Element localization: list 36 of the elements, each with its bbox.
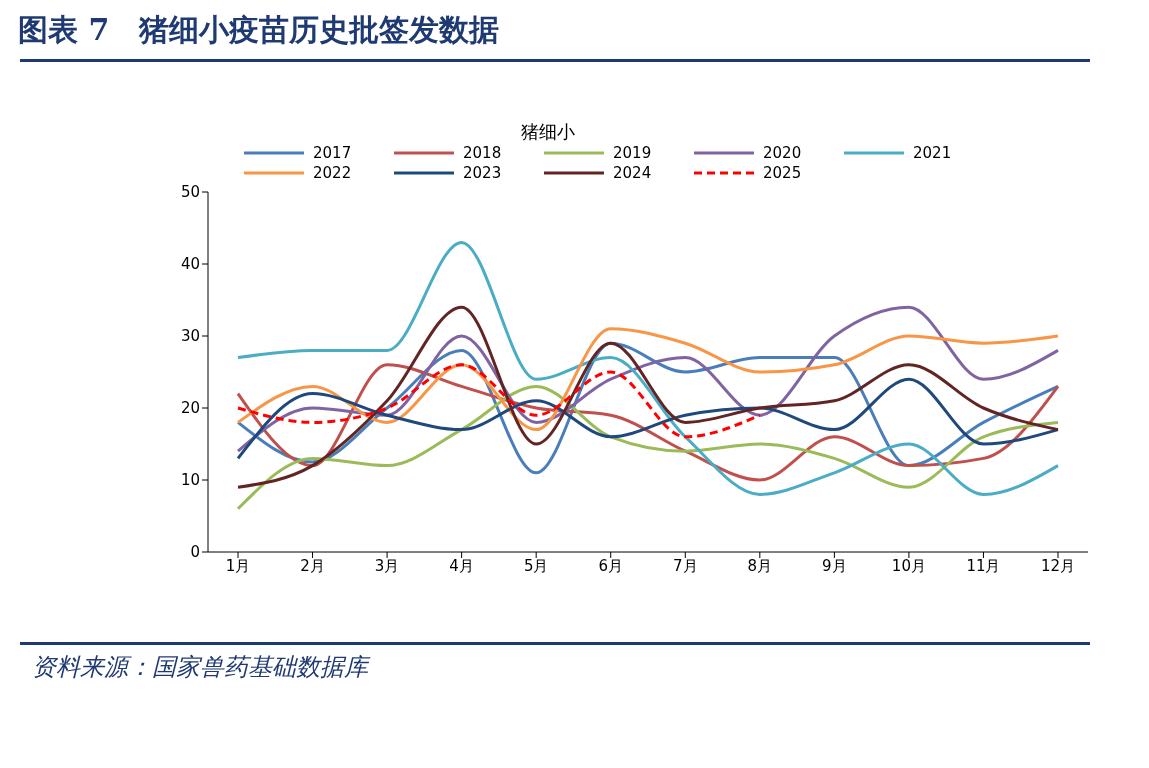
- x-tick-label: 3月: [374, 556, 400, 575]
- legend-label: 2021: [913, 144, 952, 162]
- x-tick-label: 1月: [225, 556, 251, 575]
- legend-label: 2024: [613, 164, 652, 182]
- x-tick-label: 2月: [300, 556, 325, 575]
- legend-label: 2018: [463, 144, 502, 162]
- y-tick-label: 0: [190, 543, 200, 562]
- legend-label: 2025: [763, 164, 802, 182]
- y-tick-label: 10: [180, 471, 200, 490]
- legend-label: 2022: [313, 164, 352, 182]
- x-tick-label: 6月: [598, 556, 623, 575]
- line-series: [236, 327, 1060, 432]
- x-tick-label: 9月: [822, 556, 847, 575]
- x-tick-label: 7月: [673, 556, 698, 575]
- legend-label: 2023: [463, 164, 502, 182]
- line-series: [236, 384, 1060, 511]
- x-tick-label: 8月: [747, 556, 773, 575]
- x-tick-label: 11月: [966, 556, 1001, 575]
- y-tick-label: 20: [180, 399, 200, 418]
- line-series: [236, 377, 1060, 460]
- legend-label: 2019: [613, 144, 652, 162]
- legend-label: 2017: [313, 144, 352, 162]
- line-series: [236, 240, 1060, 496]
- x-tick-label: 5月: [523, 556, 549, 575]
- chart-title: 图表 7 猪细小疫苗历史批签发数据: [17, 11, 501, 49]
- x-tick-label: 10月: [891, 556, 926, 575]
- legend-label: 2020: [763, 144, 802, 162]
- y-tick-label: 30: [180, 327, 200, 346]
- y-tick-label: 50: [180, 183, 200, 202]
- chart-subtitle: 猪细小: [520, 120, 576, 144]
- line-series: [236, 363, 762, 439]
- y-tick-label: 40: [180, 255, 200, 274]
- line-series: [236, 305, 1060, 489]
- text: 资料来源：国家兽药基础数据库: [31, 652, 372, 683]
- x-tick-label: 12月: [1040, 556, 1076, 575]
- x-tick-label: 4月: [449, 556, 474, 575]
